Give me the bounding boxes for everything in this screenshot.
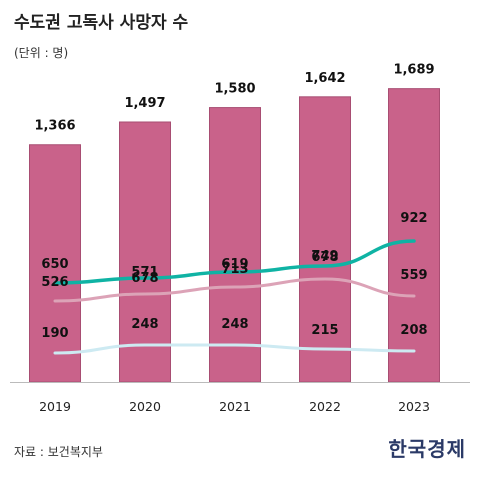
bar-value-label-2019: 1,366 [34,119,75,134]
line-incheon [53,343,416,355]
source-note: 자료 : 보건복지부 [14,445,103,459]
x-tick-2023: 2023 [398,399,430,414]
line-value-label-gyeonggi-2021: 619 [221,257,248,272]
bar-2022 [299,96,351,383]
line-value-label-seoul-2022: 749 [311,249,338,264]
x-tick-2019: 2019 [39,399,71,414]
x-tick-2022: 2022 [309,399,341,414]
line-value-label-incheon-2020: 248 [131,317,158,332]
line-value-label-incheon-2021: 248 [221,317,248,332]
line-value-label-gyeonggi-2020: 571 [131,265,158,280]
line-value-label-gyeonggi-2022: 678 [311,250,338,265]
publisher-logo: 한국경제 [388,437,466,461]
line-value-label-seoul-2020: 678 [131,271,158,286]
bar-2021 [209,107,261,383]
chart-title: 수도권 고독사 사망자 수 [14,13,189,33]
bar-2020 [119,121,171,383]
line-value-label-incheon-2019: 190 [41,326,68,341]
line-seoul [53,277,416,303]
bar-value-label-2020: 1,497 [124,96,165,111]
bar-value-label-2023: 1,689 [393,63,434,78]
line-gyeonggi [53,239,416,285]
line-value-label-incheon-2023: 208 [400,323,427,338]
unit-label: (단위 : 명) [14,46,69,60]
line-value-label-gyeonggi-2019: 526 [41,275,68,290]
bar-value-label-2022: 1,642 [304,71,345,86]
bar-value-label-2021: 1,580 [214,82,255,97]
x-tick-2020: 2020 [129,399,161,414]
line-value-label-incheon-2022: 215 [311,323,338,338]
line-value-label-seoul-2021: 713 [221,262,248,277]
line-value-label-seoul-2023: 559 [400,268,427,283]
x-tick-2021: 2021 [219,399,251,414]
line-value-label-gyeonggi-2023: 922 [400,211,427,226]
line-value-label-seoul-2019: 650 [41,257,68,272]
bar-2019 [29,144,81,383]
bar-2023 [388,88,440,383]
